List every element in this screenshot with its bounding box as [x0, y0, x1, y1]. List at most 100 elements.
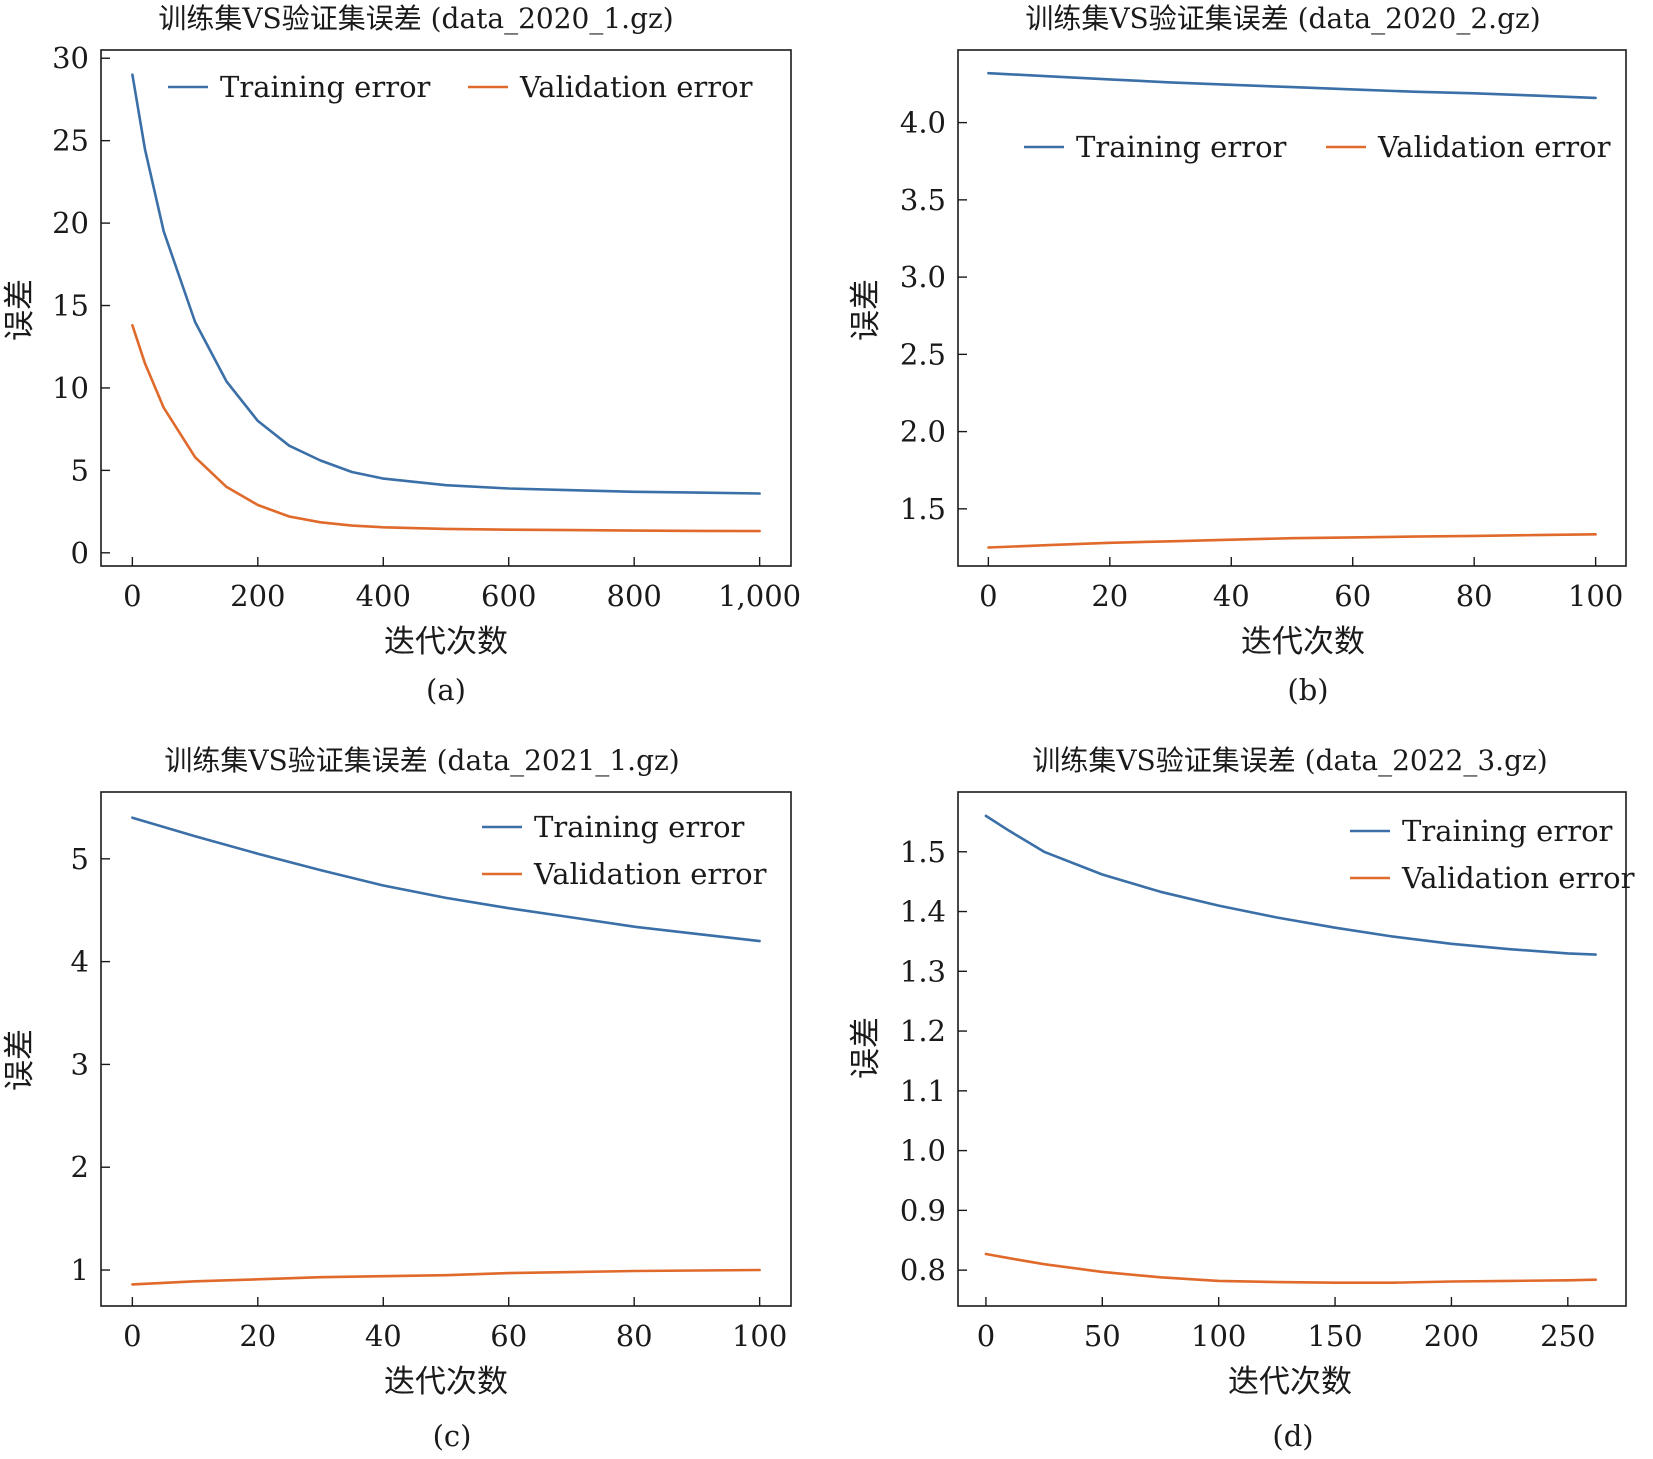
chart-title: 训练集VS验证集误差 (data_2021_1.gz) — [164, 744, 679, 777]
series-layer — [131, 816, 761, 1286]
axis-ticks: 0 20 40 60 80 100 1.5 2.0 2.5 3.0 3.5 4.0 — [900, 106, 1623, 613]
y-axis-label: 误差 — [2, 279, 38, 341]
y-tick-label: 30 — [52, 41, 89, 75]
x-axis-label: 迭代次数 — [384, 1364, 508, 1400]
series-layer — [984, 814, 1597, 1284]
series-layer — [987, 71, 1597, 549]
y-tick-label: 4 — [71, 945, 89, 979]
chart-title: 训练集VS验证集误差 (data_2020_1.gz) — [158, 2, 673, 35]
plot-frame — [957, 791, 1627, 1307]
validation-error-line — [984, 1252, 1597, 1284]
y-tick-label: 3.0 — [900, 260, 946, 294]
x-tick-label: 200 — [1424, 1319, 1479, 1353]
validation-error-line — [987, 532, 1597, 549]
y-tick-label: 4.0 — [900, 106, 946, 140]
y-tick-label: 1.4 — [900, 895, 946, 929]
x-tick-label: 400 — [356, 579, 411, 613]
legend-label: Validation error — [519, 70, 753, 104]
plot-frame — [100, 791, 792, 1307]
axis-ticks: 0 200 400 600 800 1,000 0 5 10 15 20 25 30 — [52, 41, 801, 613]
x-tick-label: 100 — [1568, 579, 1623, 613]
x-tick-label: 20 — [1091, 579, 1128, 613]
x-tick-label: 1,000 — [718, 579, 801, 613]
x-tick-label: 100 — [732, 1319, 787, 1353]
validation-error-line — [131, 1268, 761, 1286]
y-tick-label: 2.0 — [900, 415, 946, 449]
x-tick-label: 0 — [123, 579, 141, 613]
x-axis-label: 迭代次数 — [1241, 624, 1365, 660]
y-tick-label: 25 — [52, 124, 89, 158]
y-tick-label: 3 — [71, 1047, 89, 1081]
training-error-line — [131, 816, 761, 943]
plot-frame — [100, 49, 792, 567]
x-tick-label: 20 — [239, 1319, 276, 1353]
y-tick-label: 0 — [71, 536, 89, 570]
y-tick-label: 5 — [71, 453, 89, 487]
panel-caption: (c) — [433, 1419, 472, 1453]
x-axis-label: 迭代次数 — [1228, 1364, 1352, 1400]
legend: Training error Validation error — [1024, 130, 1611, 164]
x-tick-label: 100 — [1191, 1319, 1246, 1353]
y-tick-label: 5 — [71, 842, 89, 876]
y-axis-label: 误差 — [848, 279, 884, 341]
y-tick-label: 10 — [52, 371, 89, 405]
x-tick-label: 200 — [230, 579, 285, 613]
y-tick-label: 2.5 — [900, 337, 946, 371]
legend-label: Training error — [1402, 814, 1613, 848]
y-tick-label: 1 — [71, 1253, 89, 1287]
x-tick-label: 60 — [490, 1319, 527, 1353]
x-tick-label: 0 — [977, 1319, 995, 1353]
y-tick-label: 1.1 — [900, 1074, 946, 1108]
y-tick-label: 1.2 — [900, 1014, 946, 1048]
x-tick-label: 250 — [1540, 1319, 1595, 1353]
x-tick-label: 40 — [1213, 579, 1250, 613]
legend-label: Training error — [534, 810, 745, 844]
x-tick-label: 0 — [123, 1319, 141, 1353]
x-tick-label: 600 — [481, 579, 536, 613]
x-tick-label: 80 — [1456, 579, 1493, 613]
x-tick-label: 50 — [1084, 1319, 1121, 1353]
training-error-line — [984, 814, 1597, 956]
x-axis-label: 迭代次数 — [384, 624, 508, 660]
axis-ticks: 0 50 100 150 200 250 0.8 0.9 1.0 1.1 1.2 1.3 1.4 1.5 — [900, 835, 1596, 1353]
y-tick-label: 0.9 — [900, 1193, 946, 1227]
validation-error-line — [131, 323, 761, 533]
series-layer — [131, 73, 761, 533]
panel-caption: (d) — [1272, 1419, 1313, 1453]
y-tick-label: 20 — [52, 206, 89, 240]
panel-a: 训练集VS验证集误差 (data_2020_1.gz) 0 200 400 600 80… — [2, 2, 801, 707]
y-tick-label: 15 — [52, 289, 89, 323]
y-tick-label: 0.8 — [900, 1253, 946, 1287]
x-tick-label: 150 — [1307, 1319, 1362, 1353]
y-tick-label: 1.5 — [900, 492, 946, 526]
panel-d: 训练集VS验证集误差 (data_2022_3.gz) 0 50 100 150 200… — [848, 744, 1635, 1453]
legend-label: Validation error — [1377, 130, 1611, 164]
training-error-line — [131, 73, 761, 495]
legend-label: Validation error — [1401, 861, 1635, 895]
panel-c: 训练集VS验证集误差 (data_2021_1.gz) 0 20 40 60 80 100… — [2, 744, 792, 1453]
legend-label: Validation error — [533, 857, 767, 891]
panel-caption: (a) — [426, 673, 466, 707]
y-tick-label: 2 — [71, 1150, 89, 1184]
x-tick-label: 0 — [979, 579, 997, 613]
y-tick-label: 1.5 — [900, 835, 946, 869]
x-tick-label: 60 — [1334, 579, 1371, 613]
x-tick-label: 40 — [365, 1319, 402, 1353]
legend-label: Training error — [1076, 130, 1287, 164]
y-axis-label: 误差 — [848, 1017, 884, 1079]
y-tick-label: 1.0 — [900, 1134, 946, 1168]
chart-title: 训练集VS验证集误差 (data_2020_2.gz) — [1025, 2, 1540, 35]
axis-ticks: 0 20 40 60 80 100 1 2 3 4 5 — [71, 842, 788, 1353]
y-axis-label: 误差 — [2, 1029, 38, 1091]
panel-caption: (b) — [1287, 673, 1328, 707]
panel-b: 训练集VS验证集误差 (data_2020_2.gz) 0 20 40 60 80 100… — [848, 2, 1627, 707]
legend: Training error Validation error — [482, 810, 767, 891]
plot-frame — [957, 49, 1627, 567]
x-tick-label: 80 — [616, 1319, 653, 1353]
training-error-line — [987, 71, 1597, 100]
y-tick-label: 3.5 — [900, 183, 946, 217]
legend: Training error Validation error — [1350, 814, 1635, 895]
y-tick-label: 1.3 — [900, 954, 946, 988]
legend: Training error Validation error — [168, 70, 753, 104]
